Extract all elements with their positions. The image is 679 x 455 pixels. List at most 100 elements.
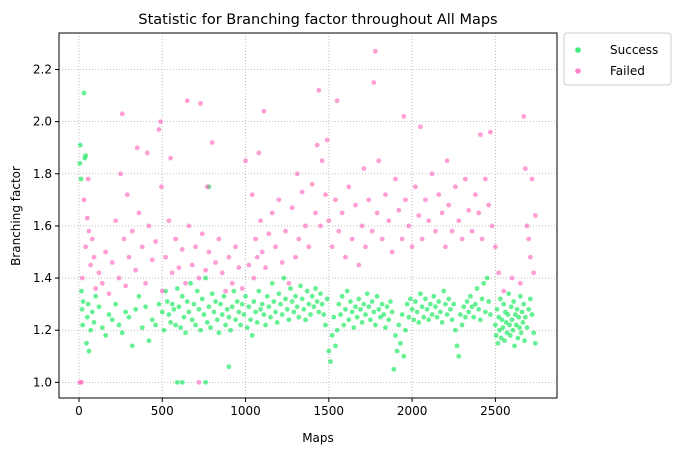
point-success [421, 314, 427, 320]
point-failed [149, 257, 155, 263]
point-success [386, 317, 392, 323]
point-success [511, 299, 517, 304]
point-success [209, 291, 215, 297]
point-success [326, 348, 332, 354]
point-success [409, 306, 415, 312]
point-success [136, 293, 142, 299]
point-success [391, 366, 397, 372]
x-axis-label: Maps [302, 431, 334, 445]
point-failed [314, 142, 320, 148]
point-failed [482, 176, 488, 182]
point-success [269, 280, 275, 286]
point-success [289, 299, 295, 304]
point-failed [406, 223, 412, 229]
point-success [213, 299, 218, 304]
point-failed [196, 379, 202, 385]
point-failed [206, 249, 212, 255]
point-success [495, 340, 501, 346]
point-success [444, 312, 450, 317]
point-failed [109, 260, 115, 265]
point-success [236, 309, 242, 315]
point-failed [286, 280, 292, 286]
point-success [294, 304, 300, 310]
point-failed [166, 218, 172, 224]
point-success [85, 301, 91, 307]
point-success [164, 299, 170, 304]
point-failed [229, 280, 235, 286]
point-failed [239, 286, 245, 291]
point-failed [96, 270, 102, 276]
point-failed [462, 176, 468, 182]
point-success [83, 153, 89, 158]
point-failed [319, 158, 325, 164]
point-failed [254, 254, 260, 260]
point-success [274, 319, 280, 325]
point-success [146, 338, 152, 344]
point-failed [386, 218, 392, 224]
point-success [221, 293, 227, 299]
point-failed [527, 254, 533, 260]
point-failed [477, 132, 483, 138]
point-success [291, 309, 297, 315]
point-success [436, 299, 442, 304]
point-success [313, 286, 318, 291]
point-success [348, 299, 353, 304]
point-success [84, 314, 90, 320]
point-failed [409, 244, 415, 250]
point-success [306, 301, 312, 307]
point-failed [416, 213, 422, 218]
point-success [341, 322, 347, 328]
point-success [414, 309, 420, 315]
point-failed [253, 236, 258, 242]
point-success [79, 306, 85, 312]
point-success [174, 286, 180, 291]
point-failed [83, 244, 89, 250]
point-success [497, 327, 502, 333]
point-success [514, 306, 520, 312]
data-points [77, 48, 538, 385]
point-success [498, 335, 504, 341]
point-failed [326, 218, 332, 224]
point-success [524, 325, 530, 331]
point-success [441, 288, 447, 294]
point-success [166, 312, 172, 317]
point-failed [343, 254, 348, 260]
point-success [253, 309, 258, 315]
point-success [532, 340, 538, 346]
point-success [519, 309, 525, 315]
point-failed [369, 228, 375, 234]
point-failed [469, 228, 475, 234]
point-success [508, 304, 514, 310]
point-success [499, 317, 505, 323]
point-success [103, 333, 109, 338]
point-failed [436, 192, 442, 198]
point-failed [233, 244, 238, 250]
point-failed [273, 244, 278, 250]
point-failed [156, 127, 162, 132]
point-success [176, 304, 182, 310]
point-failed [371, 80, 377, 85]
point-failed [249, 192, 255, 198]
point-success [184, 299, 190, 304]
point-failed [373, 48, 378, 54]
point-failed [121, 236, 127, 242]
point-success [520, 319, 526, 325]
point-failed [446, 202, 452, 208]
point-failed [524, 223, 530, 229]
point-success [278, 301, 283, 307]
point-success [339, 293, 345, 299]
point-success [384, 304, 390, 310]
point-success [231, 288, 237, 294]
point-success [328, 359, 333, 364]
point-failed [88, 262, 94, 268]
point-failed [236, 265, 242, 271]
point-success [229, 304, 235, 310]
point-success [296, 314, 302, 320]
point-success [497, 296, 503, 302]
point-success [263, 322, 268, 328]
point-success [211, 309, 217, 315]
point-success [178, 325, 183, 331]
point-success [259, 301, 265, 307]
point-success [273, 309, 278, 315]
x-tick-label: 0 [75, 404, 83, 418]
